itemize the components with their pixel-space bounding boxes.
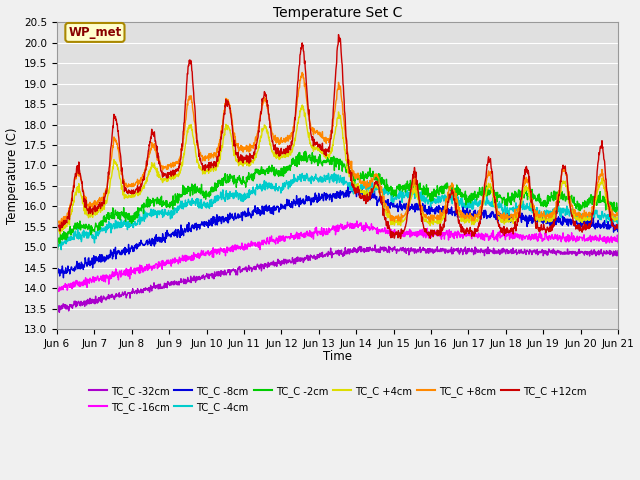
TC_C -4cm (614, 219, 622, 225)
Line: TC_C -8cm: TC_C -8cm (57, 184, 618, 278)
Line: TC_C -2cm: TC_C -2cm (57, 151, 618, 250)
TC_C -8cm (351, 181, 358, 187)
TC_C +8cm (373, 171, 381, 177)
TC_C +8cm (303, 103, 311, 109)
TC_C -2cm (301, 148, 309, 154)
TC_C -8cm (373, 203, 381, 208)
TC_C -2cm (314, 161, 321, 167)
TC_C +12cm (303, 85, 310, 91)
TC_C -2cm (373, 176, 381, 182)
TC_C +12cm (397, 236, 404, 241)
TC_C -4cm (97, 225, 105, 230)
TC_C -16cm (97, 273, 105, 279)
TC_C +4cm (53, 227, 61, 233)
TC_C +8cm (314, 129, 321, 135)
Title: Temperature Set C: Temperature Set C (273, 6, 403, 20)
Line: TC_C +4cm: TC_C +4cm (57, 105, 618, 234)
TC_C -16cm (314, 228, 321, 234)
TC_C +8cm (292, 113, 300, 119)
TC_C -2cm (97, 218, 105, 224)
TC_C +8cm (120, 176, 127, 182)
TC_C -32cm (56, 310, 63, 315)
TC_C -4cm (330, 170, 338, 176)
Text: WP_met: WP_met (68, 26, 122, 39)
TC_C -16cm (53, 282, 61, 288)
X-axis label: Time: Time (323, 350, 352, 363)
Line: TC_C +12cm: TC_C +12cm (57, 35, 618, 239)
TC_C +4cm (292, 135, 300, 141)
TC_C +12cm (373, 181, 381, 187)
Legend: TC_C -32cm, TC_C -16cm, TC_C -8cm, TC_C -4cm, TC_C -2cm, TC_C +4cm, TC_C +8cm, T: TC_C -32cm, TC_C -16cm, TC_C -8cm, TC_C … (84, 382, 591, 417)
TC_C -8cm (614, 225, 622, 231)
TC_C -2cm (53, 240, 61, 246)
TC_C +12cm (120, 179, 127, 185)
TC_C +12cm (53, 223, 61, 228)
TC_C -2cm (614, 208, 622, 214)
TC_C -32cm (303, 252, 311, 258)
Y-axis label: Temperature (C): Temperature (C) (6, 128, 19, 224)
TC_C +4cm (614, 216, 622, 222)
TC_C -32cm (614, 248, 622, 253)
TC_C -32cm (371, 242, 379, 248)
TC_C -16cm (120, 271, 127, 277)
TC_C +4cm (373, 182, 381, 188)
TC_C -32cm (314, 252, 321, 258)
TC_C -32cm (373, 249, 381, 254)
TC_C +4cm (303, 127, 311, 133)
TC_C -16cm (614, 240, 622, 245)
Line: TC_C -4cm: TC_C -4cm (57, 173, 618, 250)
TC_C +8cm (53, 219, 61, 225)
TC_C -2cm (303, 158, 311, 164)
TC_C -2cm (120, 205, 127, 211)
Line: TC_C -16cm: TC_C -16cm (57, 221, 618, 291)
TC_C -16cm (303, 228, 311, 234)
TC_C +8cm (298, 70, 306, 75)
TC_C -4cm (120, 221, 127, 227)
TC_C -8cm (314, 200, 321, 205)
TC_C +8cm (97, 198, 105, 204)
TC_C +4cm (314, 145, 321, 151)
TC_C +4cm (97, 208, 105, 214)
Line: TC_C +8cm: TC_C +8cm (57, 72, 618, 226)
TC_C -8cm (60, 275, 67, 281)
TC_C -4cm (303, 172, 311, 178)
TC_C -32cm (53, 308, 61, 313)
TC_C -8cm (53, 272, 61, 278)
TC_C -16cm (373, 227, 381, 232)
TC_C -16cm (353, 218, 361, 224)
TC_C +12cm (291, 117, 299, 122)
TC_C +12cm (97, 206, 104, 212)
TC_C -16cm (292, 235, 300, 241)
TC_C -4cm (314, 176, 321, 182)
TC_C -4cm (292, 175, 300, 181)
TC_C -2cm (292, 159, 300, 165)
TC_C +8cm (614, 212, 622, 218)
TC_C +8cm (56, 223, 64, 229)
TC_C -4cm (53, 245, 61, 251)
TC_C -4cm (373, 180, 381, 186)
TC_C -32cm (97, 297, 105, 303)
TC_C -16cm (55, 288, 63, 294)
TC_C -2cm (54, 247, 61, 252)
TC_C +4cm (298, 102, 306, 108)
TC_C -4cm (58, 247, 65, 252)
TC_C +12cm (335, 32, 342, 37)
Line: TC_C -32cm: TC_C -32cm (57, 245, 618, 312)
TC_C -32cm (292, 261, 300, 266)
TC_C -32cm (120, 292, 127, 298)
TC_C +12cm (614, 224, 622, 230)
TC_C +12cm (313, 139, 321, 145)
TC_C -8cm (303, 197, 311, 203)
TC_C -8cm (292, 203, 300, 208)
TC_C +4cm (56, 231, 64, 237)
TC_C +4cm (120, 189, 127, 195)
TC_C -8cm (120, 246, 127, 252)
TC_C -8cm (97, 259, 105, 265)
